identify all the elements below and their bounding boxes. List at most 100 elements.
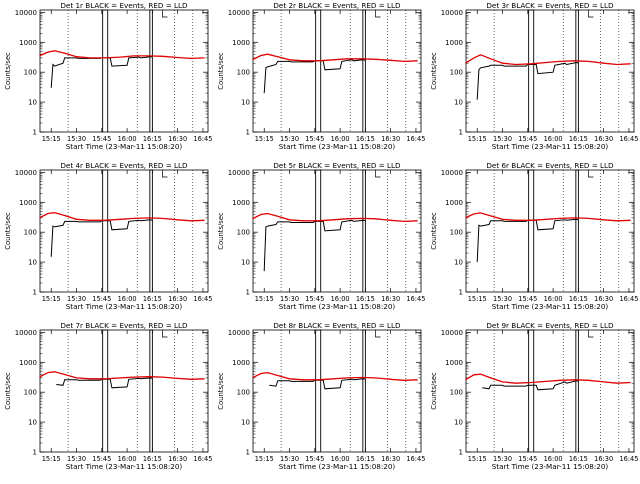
y-tick-label: 10 [28, 99, 37, 107]
data-gap-marker [315, 169, 322, 292]
x-tick-label: 16:15 [569, 455, 588, 463]
x-tick-label: 16:45 [619, 295, 638, 303]
x-tick-label: 16:00 [544, 295, 563, 303]
y-tick-label: 10000 [441, 9, 463, 17]
attenuator-marker [588, 10, 594, 18]
chart-title: Det 6r BLACK = Events, RED = LLD [486, 161, 614, 170]
detector-panel: Det 7r BLACK = Events, RED = LLD 1 10 100 10… [0, 320, 213, 484]
x-axis-label: Start Time (23-Mar-11 15:08:20) [66, 462, 183, 471]
y-tick-label: 10000 [15, 329, 37, 337]
x-tick-label: 15:30 [493, 295, 512, 303]
y-tick-label: 1 [459, 129, 463, 137]
x-tick-label: 15:45 [92, 135, 111, 143]
x-tick-label: 16:00 [331, 135, 350, 143]
plot-frame [252, 169, 422, 293]
plot-frame [465, 169, 635, 293]
x-tick-label: 16:00 [331, 455, 350, 463]
chart-svg: Det 3r BLACK = Events, RED = LLD 1 10 100 10… [430, 1, 638, 151]
lld-series-line [252, 371, 418, 381]
x-tick-label: 16:30 [594, 135, 613, 143]
x-tick-label: 16:30 [381, 455, 400, 463]
x-axis-label: Start Time (23-Mar-11 15:08:20) [66, 302, 183, 311]
x-tick-label: 16:45 [193, 135, 212, 143]
data-gap-marker [362, 329, 366, 452]
y-tick-label: 1 [246, 449, 250, 457]
x-tick-label: 16:45 [619, 135, 638, 143]
x-tick-label: 15:45 [518, 455, 537, 463]
plot-frame [39, 9, 209, 133]
y-tick-label: 1 [459, 289, 463, 297]
data-gap-marker [149, 9, 153, 132]
x-tick-label: 15:45 [305, 295, 324, 303]
x-tick-label: 16:45 [406, 135, 425, 143]
x-tick-label: 16:15 [356, 295, 375, 303]
plot-frame [465, 9, 635, 133]
attenuator-marker [588, 170, 594, 178]
y-tick-label: 10 [241, 99, 250, 107]
chart-title: Det 4r BLACK = Events, RED = LLD [60, 161, 188, 170]
y-tick-label: 1000 [232, 199, 250, 207]
chart-svg: Det 5r BLACK = Events, RED = LLD 1 10 100 10… [217, 161, 425, 311]
x-tick-label: 16:15 [356, 455, 375, 463]
x-tick-label: 16:45 [406, 295, 425, 303]
x-tick-label: 15:15 [468, 455, 487, 463]
chart-title: Det 3r BLACK = Events, RED = LLD [486, 1, 614, 10]
x-tick-label: 16:15 [143, 455, 162, 463]
y-tick-label: 100 [24, 69, 37, 77]
x-tick-label: 15:45 [305, 455, 324, 463]
x-tick-label: 15:30 [493, 135, 512, 143]
y-tick-label: 1000 [232, 39, 250, 47]
chart-svg: Det 6r BLACK = Events, RED = LLD 1 10 100 10… [430, 161, 638, 311]
y-axis-label: Counts/sec [4, 372, 12, 410]
chart-title: Det 1r BLACK = Events, RED = LLD [60, 1, 188, 10]
chart-title: Det 7r BLACK = Events, RED = LLD [60, 321, 188, 330]
detector-panel: Det 5r BLACK = Events, RED = LLD 1 10 100 10… [213, 160, 426, 324]
chart-svg: Det 1r BLACK = Events, RED = LLD 1 10 100 10… [4, 1, 212, 151]
y-tick-label: 100 [237, 229, 250, 237]
attenuator-marker [588, 330, 594, 338]
y-tick-label: 1000 [445, 359, 463, 367]
y-tick-label: 1 [33, 289, 37, 297]
events-series-line [482, 380, 579, 391]
data-gap-marker [102, 9, 109, 132]
x-axis-label: Start Time (23-Mar-11 15:08:20) [66, 142, 183, 151]
x-tick-label: 16:30 [381, 295, 400, 303]
x-tick-label: 15:15 [42, 455, 61, 463]
chart-svg: Det 2r BLACK = Events, RED = LLD 1 10 100 10… [217, 1, 425, 151]
x-tick-label: 15:45 [92, 455, 111, 463]
y-axis-label: Counts/sec [217, 52, 225, 90]
x-tick-label: 16:00 [118, 295, 137, 303]
x-tick-label: 16:45 [193, 455, 212, 463]
data-gap-marker [575, 9, 579, 132]
chart-title: Det 2r BLACK = Events, RED = LLD [273, 1, 401, 10]
plot-frame [252, 9, 422, 133]
x-tick-label: 16:15 [143, 295, 162, 303]
x-tick-label: 15:45 [518, 135, 537, 143]
chart-svg: Det 9r BLACK = Events, RED = LLD 1 10 100 10… [430, 321, 638, 471]
y-tick-label: 100 [24, 229, 37, 237]
y-tick-label: 10 [454, 99, 463, 107]
x-tick-label: 16:30 [594, 455, 613, 463]
y-tick-label: 100 [237, 389, 250, 397]
data-gap-marker [315, 9, 322, 132]
y-tick-label: 10000 [228, 169, 250, 177]
x-tick-label: 16:30 [381, 135, 400, 143]
y-tick-label: 1000 [19, 39, 37, 47]
y-axis-label: Counts/sec [4, 52, 12, 90]
x-tick-label: 15:30 [67, 295, 86, 303]
chart-svg: Det 7r BLACK = Events, RED = LLD 1 10 100 10… [4, 321, 212, 471]
y-tick-label: 100 [450, 69, 463, 77]
lld-series-line [39, 50, 205, 60]
events-series-line [56, 377, 153, 389]
lld-series-line [465, 373, 631, 384]
detector-panel: Det 9r BLACK = Events, RED = LLD 1 10 100 10… [426, 320, 639, 484]
x-axis-label: Start Time (23-Mar-11 15:08:20) [492, 462, 609, 471]
plot-frame [465, 329, 635, 453]
y-tick-label: 10000 [441, 169, 463, 177]
y-tick-label: 10000 [15, 9, 37, 17]
y-tick-label: 10000 [228, 9, 250, 17]
data-gap-marker [528, 329, 535, 452]
data-gap-marker [362, 9, 366, 132]
x-tick-label: 15:45 [305, 135, 324, 143]
